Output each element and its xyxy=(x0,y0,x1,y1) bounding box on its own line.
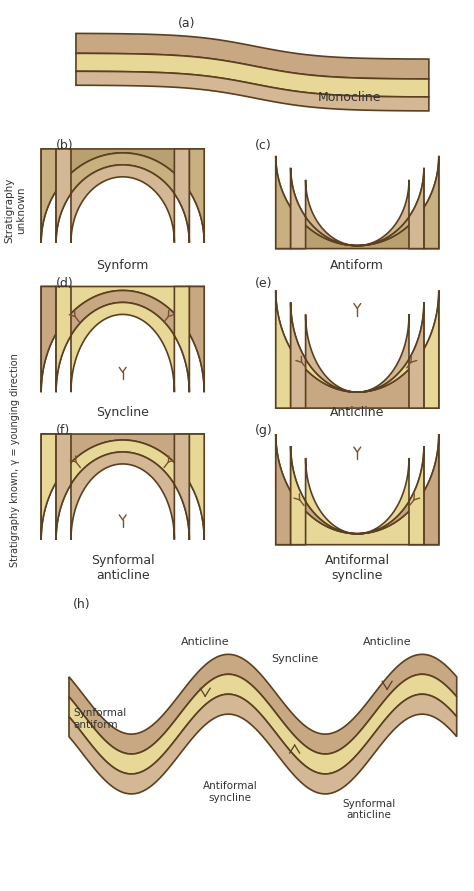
Text: Synformal
anticline: Synformal anticline xyxy=(343,799,396,821)
Polygon shape xyxy=(276,434,439,544)
Text: Stratigraphy known, γ = younging direction: Stratigraphy known, γ = younging directi… xyxy=(10,353,20,567)
Polygon shape xyxy=(291,446,424,544)
Polygon shape xyxy=(41,434,204,540)
Text: Antiformal
syncline: Antiformal syncline xyxy=(325,553,390,582)
Polygon shape xyxy=(69,654,457,754)
Text: (g): (g) xyxy=(255,424,273,437)
Text: (e): (e) xyxy=(255,276,273,290)
Text: (b): (b) xyxy=(56,139,73,152)
Text: Syncline: Syncline xyxy=(96,406,149,419)
Polygon shape xyxy=(291,302,424,408)
Polygon shape xyxy=(276,156,439,249)
Text: Anticline: Anticline xyxy=(330,406,384,419)
Text: Syncline: Syncline xyxy=(271,654,318,665)
Text: Monocline: Monocline xyxy=(318,91,381,103)
Polygon shape xyxy=(69,674,457,774)
Polygon shape xyxy=(276,290,439,408)
Text: (f): (f) xyxy=(56,424,70,437)
Text: Antiform: Antiform xyxy=(330,258,384,272)
Polygon shape xyxy=(41,434,204,540)
Polygon shape xyxy=(276,156,439,249)
Text: (c): (c) xyxy=(255,139,272,152)
Text: (h): (h) xyxy=(73,598,91,610)
Polygon shape xyxy=(76,33,429,79)
Text: Synformal
antiform: Synformal antiform xyxy=(73,708,126,730)
Text: Antiformal
syncline: Antiformal syncline xyxy=(203,781,257,803)
Polygon shape xyxy=(276,434,439,544)
Polygon shape xyxy=(76,53,429,97)
Polygon shape xyxy=(41,287,204,392)
Polygon shape xyxy=(41,149,204,242)
Text: Synformal
anticline: Synformal anticline xyxy=(91,553,155,582)
Polygon shape xyxy=(56,287,189,392)
Polygon shape xyxy=(56,149,189,242)
Text: Stratigraphy
unknown: Stratigraphy unknown xyxy=(5,178,26,243)
Polygon shape xyxy=(291,168,424,249)
Text: (d): (d) xyxy=(56,276,74,290)
Polygon shape xyxy=(69,694,457,794)
Polygon shape xyxy=(41,149,204,242)
Text: Anticline: Anticline xyxy=(363,637,411,648)
Polygon shape xyxy=(41,287,204,392)
Text: Synform: Synform xyxy=(97,258,149,272)
Polygon shape xyxy=(276,290,439,408)
Polygon shape xyxy=(56,434,189,540)
Text: (a): (a) xyxy=(178,17,196,30)
Polygon shape xyxy=(76,71,429,110)
Text: Anticline: Anticline xyxy=(181,637,229,648)
